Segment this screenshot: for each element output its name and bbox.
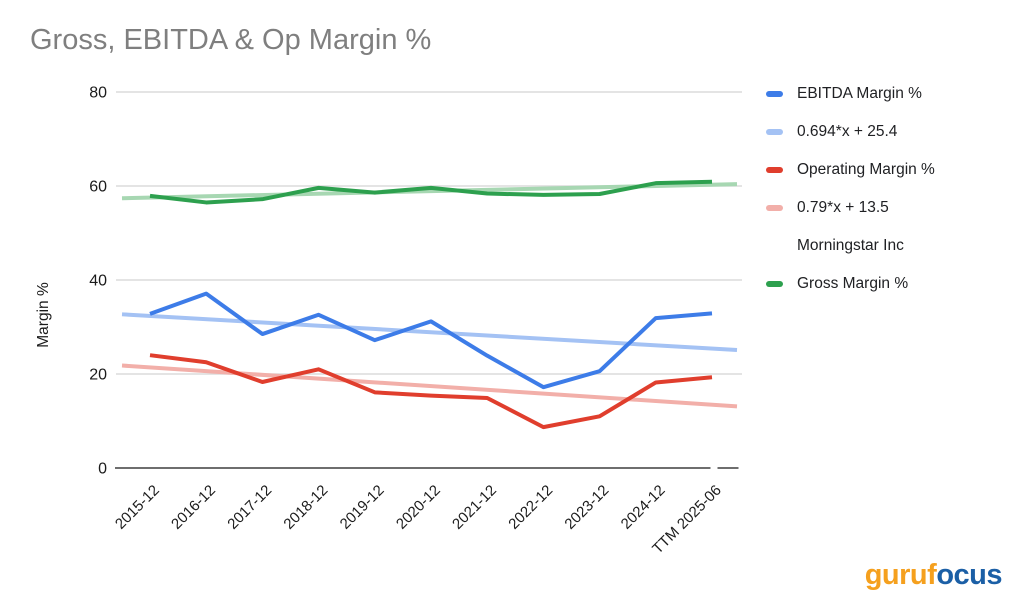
- legend-label: Gross Margin %: [797, 275, 909, 292]
- x-tick-label: 2018-12: [280, 482, 331, 533]
- legend-item-0-694-x-25-4: 0.694*x + 25.4: [766, 120, 935, 144]
- x-tick-label: 2022-12: [505, 482, 556, 533]
- x-tick-label: 2020-12: [393, 482, 444, 533]
- legend-item-ebitda-margin: EBITDA Margin %: [766, 82, 935, 106]
- x-tick-label: 2021-12: [449, 482, 500, 533]
- y-tick-label: 40: [89, 273, 107, 290]
- series-gross-margin: [149, 179, 713, 205]
- logo-part-ocus: ocus: [936, 559, 1002, 591]
- series-ebitda-margin: [149, 291, 713, 390]
- chart-title: Gross, EBITDA & Op Margin %: [30, 24, 432, 56]
- legend-item-operating-margin: Operating Margin %: [766, 158, 935, 182]
- x-tick-label: 2015-12: [112, 482, 163, 533]
- legend-label: 0.79*x + 13.5: [797, 199, 889, 216]
- legend: EBITDA Margin % 0.694*x + 25.4 Operating M…: [766, 82, 935, 310]
- legend-swatch: [766, 205, 783, 211]
- x-tick-label: 2016-12: [168, 482, 219, 533]
- series-0-79-x-13-5: [121, 363, 738, 409]
- x-tick-label: 2024-12: [618, 482, 669, 533]
- legend-label: EBITDA Margin %: [797, 85, 922, 102]
- legend-label: 0.694*x + 25.4: [797, 123, 898, 140]
- legend-swatch: [766, 91, 783, 97]
- gurufocus-logo: gurufocus: [864, 559, 1003, 592]
- legend-item-gross-margin: Gross Margin %: [766, 272, 935, 296]
- logo-part-guruf: guruf: [864, 559, 937, 591]
- legend-label: Operating Margin %: [797, 161, 935, 178]
- series-operating-margin: [149, 353, 713, 430]
- legend-swatch: [766, 167, 783, 173]
- legend-item-morningstar-inc: Morningstar Inc: [766, 234, 935, 258]
- y-tick-label: 20: [89, 367, 107, 384]
- y-tick-label: 0: [98, 461, 107, 478]
- legend-swatch: [766, 129, 783, 135]
- x-tick-label: 2023-12: [561, 482, 612, 533]
- y-tick-label: 60: [89, 179, 107, 196]
- y-tick-label: 80: [89, 85, 107, 102]
- legend-swatch: [766, 281, 783, 287]
- x-tick-label: 2019-12: [337, 482, 388, 533]
- y-axis-title: Margin %: [35, 282, 52, 348]
- series-0-694-x-25-4: [121, 312, 738, 353]
- legend-label: Morningstar Inc: [797, 237, 904, 254]
- legend-item-0-79-x-13-5: 0.79*x + 13.5: [766, 196, 935, 220]
- x-tick-label: 2017-12: [224, 482, 275, 533]
